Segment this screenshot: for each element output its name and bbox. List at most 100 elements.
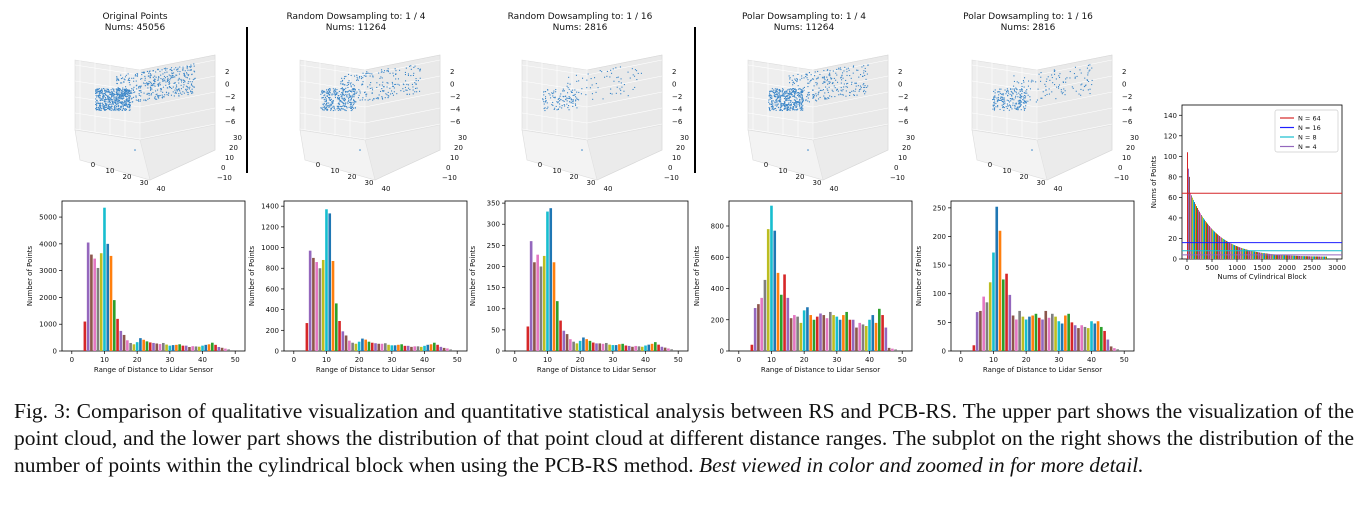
point [186,65,188,67]
point [107,91,109,93]
point [1016,108,1018,110]
point [992,105,994,107]
point [769,107,771,109]
point [150,94,152,96]
point [362,83,364,85]
point [183,73,185,75]
point [328,106,330,108]
point [122,91,124,93]
point [102,108,104,110]
point [329,91,331,93]
point [846,74,848,76]
point [327,93,329,95]
point [362,97,364,99]
point [414,82,416,84]
point [779,94,781,96]
point [116,89,118,91]
point [336,105,338,107]
x-tick-label: 40 [830,185,839,193]
point [118,92,120,94]
point [116,92,118,94]
point [108,103,110,105]
point [1019,89,1021,91]
bar [1051,313,1054,351]
bar [575,343,579,351]
point [419,69,421,71]
point [1000,99,1002,101]
cyl-bar [1225,240,1226,259]
bar [565,334,569,351]
point [771,88,773,90]
point [144,75,146,77]
point [610,88,612,90]
point [175,91,177,93]
point [788,104,790,106]
point [542,98,544,100]
point [801,89,803,91]
point [793,99,795,101]
point [1080,72,1082,74]
point [627,95,629,97]
point [330,108,332,110]
point [348,100,350,102]
bar [116,318,119,351]
point [769,95,771,97]
y-tick-label: 0 [720,348,724,356]
point [790,96,792,98]
bar [793,315,796,351]
point [190,84,192,86]
point [788,109,790,111]
point [97,95,99,97]
cyl-bar [1208,224,1209,259]
point [102,93,104,95]
point [338,98,340,100]
cyl-bar [1325,256,1326,259]
point [116,77,118,79]
y-tick-label: 0 [1173,256,1177,264]
point [1066,77,1068,79]
x-tick-label: 20 [348,173,357,181]
z-tick-label: −2 [898,93,908,101]
point [354,90,356,92]
cyl-bar [1203,218,1204,259]
y-tick-label: 10 [672,154,681,162]
point [834,96,836,98]
point [347,82,349,84]
bar [1037,317,1041,351]
point [812,89,814,91]
point [182,79,184,81]
point [785,104,787,106]
point [406,93,408,95]
point [380,71,382,73]
point [322,97,324,99]
point [189,69,191,71]
point [772,107,774,109]
point [129,93,131,95]
cyl-bar [1282,255,1283,259]
point [544,110,546,112]
grid-line [521,64,588,76]
point [157,89,159,91]
point [636,70,638,72]
cyl-bar [1310,256,1311,259]
point [1025,102,1027,104]
point [376,82,378,84]
point [802,100,804,102]
point [782,93,784,95]
cyl-bar [1242,248,1243,259]
bar [334,303,338,351]
x-tick-label: 0 [959,356,963,364]
point [865,91,867,93]
point [831,89,833,91]
z-tick-label: 0 [672,81,676,89]
origin-point [359,149,361,151]
point [128,77,130,79]
point [775,99,777,101]
point [1063,88,1065,90]
x-tick-label: 10 [1003,167,1012,175]
x-tick-label: 500 [1205,264,1218,272]
point [409,93,411,95]
point [116,109,118,111]
point [191,81,193,83]
point [791,89,793,91]
